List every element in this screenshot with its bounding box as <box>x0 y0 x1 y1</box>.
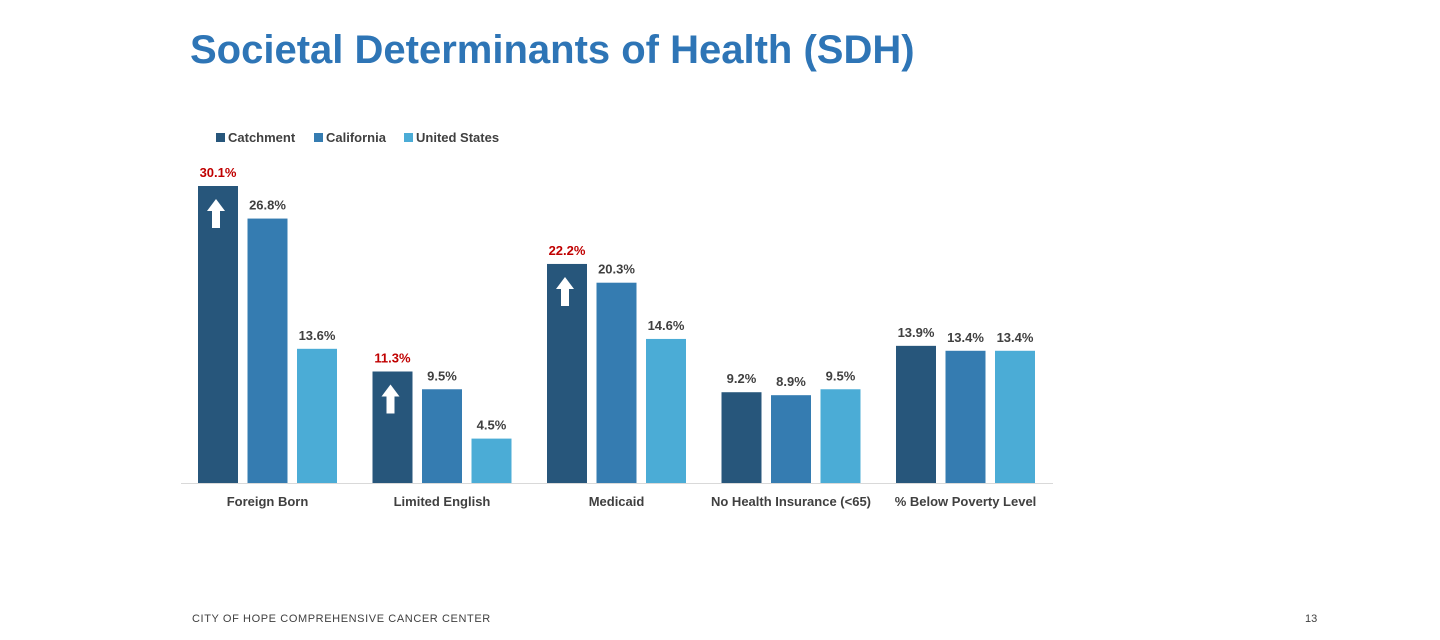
value-label-catchment-limited-english: 11.3% <box>374 351 411 366</box>
page-number: 13 <box>1305 613 1318 625</box>
value-label-catchment-medicaid: 22.2% <box>549 243 586 258</box>
arrow-up-icon <box>556 276 574 306</box>
value-label-catchment-below-poverty-level: 13.9% <box>898 325 935 340</box>
value-label-united-states-below-poverty-level: 13.4% <box>997 330 1034 345</box>
arrow-up-icon <box>381 384 400 414</box>
arrow-up-icon <box>207 199 225 228</box>
value-label-california-limited-english: 9.5% <box>427 368 457 383</box>
category-label-medicaid: Medicaid <box>589 494 645 509</box>
legend-swatch-catchment <box>216 133 225 142</box>
bar-united-states-medicaid <box>646 338 686 483</box>
value-label-united-states-limited-english: 4.5% <box>477 418 507 433</box>
chart-legend: Catchment California United States <box>216 130 499 145</box>
slide-footer: CITY OF HOPE COMPREHENSIVE CANCER CENTER <box>192 613 491 625</box>
bar-california-limited-english <box>422 389 462 483</box>
value-label-united-states-no-health-insurance-65: 9.5% <box>826 368 856 383</box>
bar-united-states-no-health-insurance-65 <box>820 389 861 483</box>
bar-catchment-no-health-insurance-65 <box>721 392 762 483</box>
bar-california-medicaid <box>596 282 637 483</box>
category-label-limited-english: Limited English <box>394 494 491 509</box>
bar-catchment-foreign-born <box>198 186 238 483</box>
category-label-foreign-born: Foreign Born <box>227 494 309 509</box>
value-label-california-foreign-born: 26.8% <box>249 198 286 213</box>
legend-swatch-california <box>314 133 323 142</box>
legend-label-catchment: Catchment <box>228 130 296 145</box>
bar-united-states-foreign-born <box>297 348 337 483</box>
value-label-catchment-no-health-insurance-65: 9.2% <box>727 371 757 386</box>
legend-swatch-united-states <box>404 133 413 142</box>
chart-bars <box>198 186 1035 483</box>
value-label-california-medicaid: 20.3% <box>598 262 635 277</box>
category-label-below-poverty-level: % Below Poverty Level <box>895 494 1037 509</box>
bar-catchment-below-poverty-level <box>896 345 936 483</box>
category-label-no-health-insurance-65: No Health Insurance (<65) <box>711 494 871 509</box>
value-label-california-no-health-insurance-65: 8.9% <box>776 374 806 389</box>
bar-california-no-health-insurance-65 <box>771 395 811 483</box>
bar-united-states-limited-english <box>471 438 512 483</box>
value-label-catchment-foreign-born: 30.1% <box>200 165 237 180</box>
value-label-united-states-foreign-born: 13.6% <box>299 328 336 343</box>
legend-label-united-states: United States <box>416 130 499 145</box>
bar-united-states-below-poverty-level <box>995 350 1035 483</box>
chart-category-labels: Foreign Born Limited English Medicaid No He… <box>227 494 1037 509</box>
slide-title: Societal Determinants of Health (SDH) <box>190 28 915 72</box>
bar-california-below-poverty-level <box>945 350 986 483</box>
value-label-united-states-medicaid: 14.6% <box>648 318 685 333</box>
bar-california-foreign-born <box>247 218 288 483</box>
chart-arrows <box>207 199 574 414</box>
value-label-california-below-poverty-level: 13.4% <box>947 330 984 345</box>
legend-label-california: California <box>326 130 387 145</box>
chart-value-labels: 30.1% 26.8% 13.6% 11.3% 9.5% 4.5% 22.2% 20.3% 14… <box>200 165 1034 433</box>
